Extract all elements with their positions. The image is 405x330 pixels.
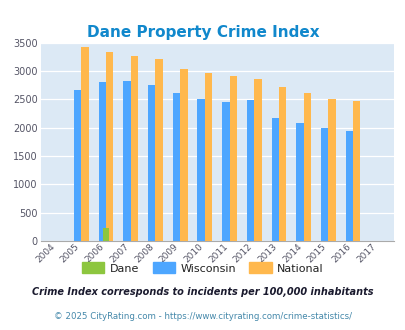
Legend: Dane, Wisconsin, National: Dane, Wisconsin, National [77, 258, 328, 278]
Bar [98, 82, 106, 241]
Bar [81, 47, 89, 241]
Bar [197, 99, 205, 241]
Bar [205, 74, 212, 241]
Bar [74, 90, 81, 241]
Bar [155, 59, 162, 241]
Bar [222, 102, 229, 241]
Bar [320, 128, 328, 241]
Bar [303, 93, 310, 241]
Bar [352, 101, 360, 241]
Bar [103, 228, 109, 241]
Bar [328, 99, 335, 241]
Bar [345, 131, 352, 241]
Bar [106, 52, 113, 241]
Bar [246, 100, 254, 241]
Text: Crime Index corresponds to incidents per 100,000 inhabitants: Crime Index corresponds to incidents per… [32, 287, 373, 297]
Bar [278, 87, 286, 241]
Bar [148, 85, 155, 241]
Bar [229, 76, 237, 241]
Bar [130, 56, 138, 241]
Bar [172, 93, 180, 241]
Text: © 2025 CityRating.com - https://www.cityrating.com/crime-statistics/: © 2025 CityRating.com - https://www.city… [54, 312, 351, 321]
Bar [180, 69, 187, 241]
Bar [296, 123, 303, 241]
Bar [123, 81, 130, 241]
Bar [271, 117, 278, 241]
Bar [254, 79, 261, 241]
Text: Dane Property Crime Index: Dane Property Crime Index [87, 25, 318, 41]
